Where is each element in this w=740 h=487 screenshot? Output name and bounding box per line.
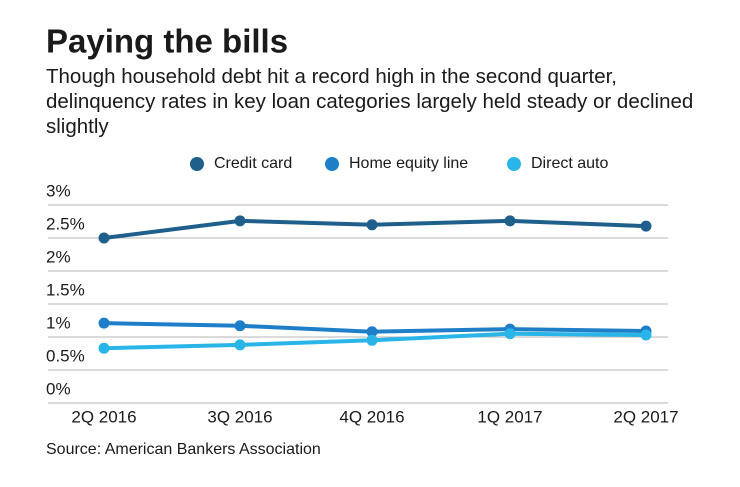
data-point — [366, 334, 378, 346]
x-tick-label: 1Q 2017 — [477, 407, 542, 426]
legend-label: Direct auto — [531, 155, 608, 172]
data-point — [640, 220, 652, 232]
data-point — [98, 317, 110, 329]
data-point — [234, 339, 246, 351]
data-point — [234, 320, 246, 332]
legend-label: Home equity line — [349, 155, 468, 172]
data-point — [366, 326, 378, 338]
y-tick-label: 0% — [46, 379, 71, 398]
chart-title: Paying the bills — [46, 23, 288, 60]
y-tick-label: 2% — [46, 247, 71, 266]
subtitle-box: Though household debt hit a record high … — [46, 65, 694, 138]
x-tick-label: 2Q 2016 — [71, 407, 136, 426]
data-point — [234, 215, 246, 227]
data-point — [504, 215, 516, 227]
data-point — [366, 219, 378, 231]
legend-label: Credit card — [214, 155, 292, 172]
y-tick-label: 0.5% — [46, 346, 85, 365]
data-point — [98, 342, 110, 354]
legend-marker — [325, 157, 339, 171]
y-tick-label: 1.5% — [46, 280, 85, 299]
legend-marker — [507, 157, 521, 171]
legend-marker — [190, 157, 204, 171]
source: Source: American Bankers Association — [46, 441, 321, 458]
chart-subtitle: Though household debt hit a record high … — [46, 65, 694, 138]
x-tick-label: 2Q 2017 — [613, 407, 678, 426]
x-tick-label: 4Q 2016 — [339, 407, 404, 426]
y-tick-label: 3% — [46, 181, 71, 200]
data-point — [640, 329, 652, 341]
y-tick-label: 2.5% — [46, 214, 85, 233]
y-tick-label: 1% — [46, 313, 71, 332]
data-point — [98, 232, 110, 244]
data-point — [504, 328, 516, 340]
x-tick-label: 3Q 2016 — [207, 407, 272, 426]
